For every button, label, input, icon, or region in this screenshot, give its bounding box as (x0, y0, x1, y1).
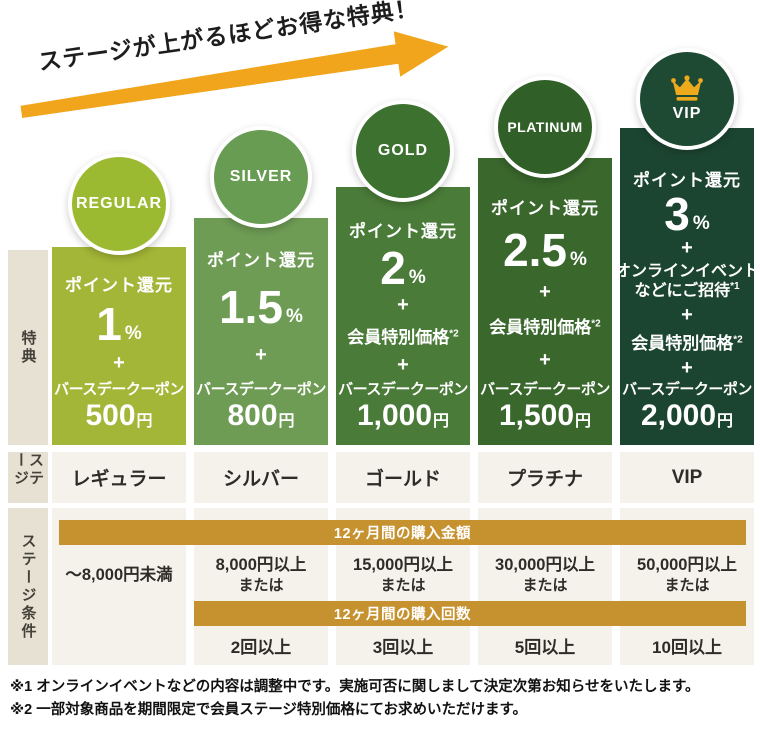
stage-name-platinum: プラチナ (478, 452, 612, 503)
plus-sign: + (681, 303, 693, 326)
plus-sign: + (113, 352, 125, 375)
conditions-section-label: ステージ条件 (19, 532, 37, 641)
birthday-coupon: バースデークーポン 1,000 円 (338, 380, 468, 432)
stage-name-gold: ゴールド (336, 452, 470, 503)
tier-column-gold: ポイント還元 2% + 会員特別価格*2 + バースデークーポン 1,000 円 (336, 187, 470, 445)
benefits-section-label: 特典 (19, 329, 37, 366)
badge-vip: VIP (636, 48, 738, 150)
stage-name-regular: レギュラー (52, 452, 186, 503)
plus-sign: + (397, 353, 409, 376)
amount-condition-regular: ～8,000円未満 (65, 565, 173, 584)
sidebar-conditions-box: ステージ条件 (8, 508, 48, 665)
badge-gold: GOLD (352, 100, 454, 202)
stage-name-vip: VIP (620, 452, 754, 503)
member-special-price: 会員特別価格*2 (631, 333, 743, 353)
point-return-label: ポイント還元 (349, 222, 457, 241)
birthday-coupon: バースデークーポン 1,500 円 (480, 381, 610, 432)
footnotes: ※1 オンラインイベントなどの内容は調整中です。実施可否に関しまして決定次第お知… (10, 676, 754, 722)
birthday-coupon: バースデークーポン 500 円 (54, 381, 184, 432)
point-return-label: ポイント還元 (633, 171, 741, 190)
point-rate: 2.5% (503, 223, 587, 276)
crown-icon (671, 75, 703, 101)
plus-sign: + (539, 349, 551, 372)
plus-sign: + (397, 294, 409, 317)
sidebar-benefits-box: 特典 (8, 250, 48, 445)
amount-condition-platinum: 30,000円以上 または (495, 555, 595, 594)
purchase-count-bar-label: 12ヶ月間の購入回数 (333, 607, 472, 623)
point-rate: 3% (664, 188, 710, 241)
point-rate: 1% (96, 297, 142, 350)
tier-column-platinum: ポイント還元 2.5% + 会員特別価格*2 + バースデークーポン 1,500… (478, 158, 612, 445)
point-return-label: ポイント還元 (65, 276, 173, 295)
plus-sign: + (681, 356, 693, 379)
footnote-2: ※2 一部対象商品を期間限定で会員ステージ特別価格にてお求めいただけます。 (10, 702, 528, 718)
amount-condition-vip: 50,000円以上 または (637, 555, 737, 594)
point-rate: 2% (380, 242, 426, 295)
birthday-coupon: バースデークーポン 2,000 円 (622, 380, 752, 432)
point-rate: 1.5% (219, 281, 303, 334)
birthday-coupon: バースデークーポン 800 円 (196, 380, 326, 432)
count-condition-gold: 3回以上 (372, 637, 434, 657)
count-condition-platinum: 5回以上 (514, 637, 576, 657)
purchase-amount-bar-label: 12ヶ月間の購入金額 (333, 526, 472, 542)
badge-platinum: PLATINUM (494, 76, 596, 178)
arrow-head (394, 24, 452, 77)
tier-column-silver: ポイント還元 1.5% + バースデークーポン 800 円 (194, 218, 328, 445)
plus-sign: + (681, 237, 693, 260)
sidebar-stage-box: ステージ (8, 452, 48, 503)
plus-sign: + (255, 343, 267, 366)
plus-sign: + (539, 280, 551, 303)
online-event-invite: オンラインイベント などにご招待*1 (615, 263, 760, 300)
tier-column-vip: ポイント還元 3% + オンラインイベント などにご招待*1 + 会員特別価格*… (615, 128, 759, 445)
amount-condition-gold: 15,000円以上 または (353, 555, 453, 594)
count-condition-vip: 10回以上 (652, 637, 722, 657)
badge-regular: REGULAR (68, 153, 170, 255)
point-return-label: ポイント還元 (491, 199, 599, 218)
stage-section-label: ステージ (12, 452, 44, 488)
footnote-1: ※1 オンラインイベントなどの内容は調整中です。実施可否に関しまして決定次第お知… (10, 679, 700, 695)
member-special-price: 会員特別価格*2 (347, 327, 459, 347)
member-special-price: 会員特別価格*2 (489, 318, 601, 338)
stage-name-silver: シルバー (194, 452, 328, 503)
amount-condition-silver: 8,000円以上 または (215, 555, 307, 594)
count-condition-silver: 2回以上 (230, 637, 292, 657)
tier-column-regular: ポイント還元 1% + バースデークーポン 500 円 (52, 247, 186, 445)
purchase-amount-bar (59, 520, 746, 545)
point-return-label: ポイント還元 (207, 251, 315, 270)
purchase-count-bar (194, 601, 746, 626)
badge-silver: SILVER (210, 126, 312, 228)
